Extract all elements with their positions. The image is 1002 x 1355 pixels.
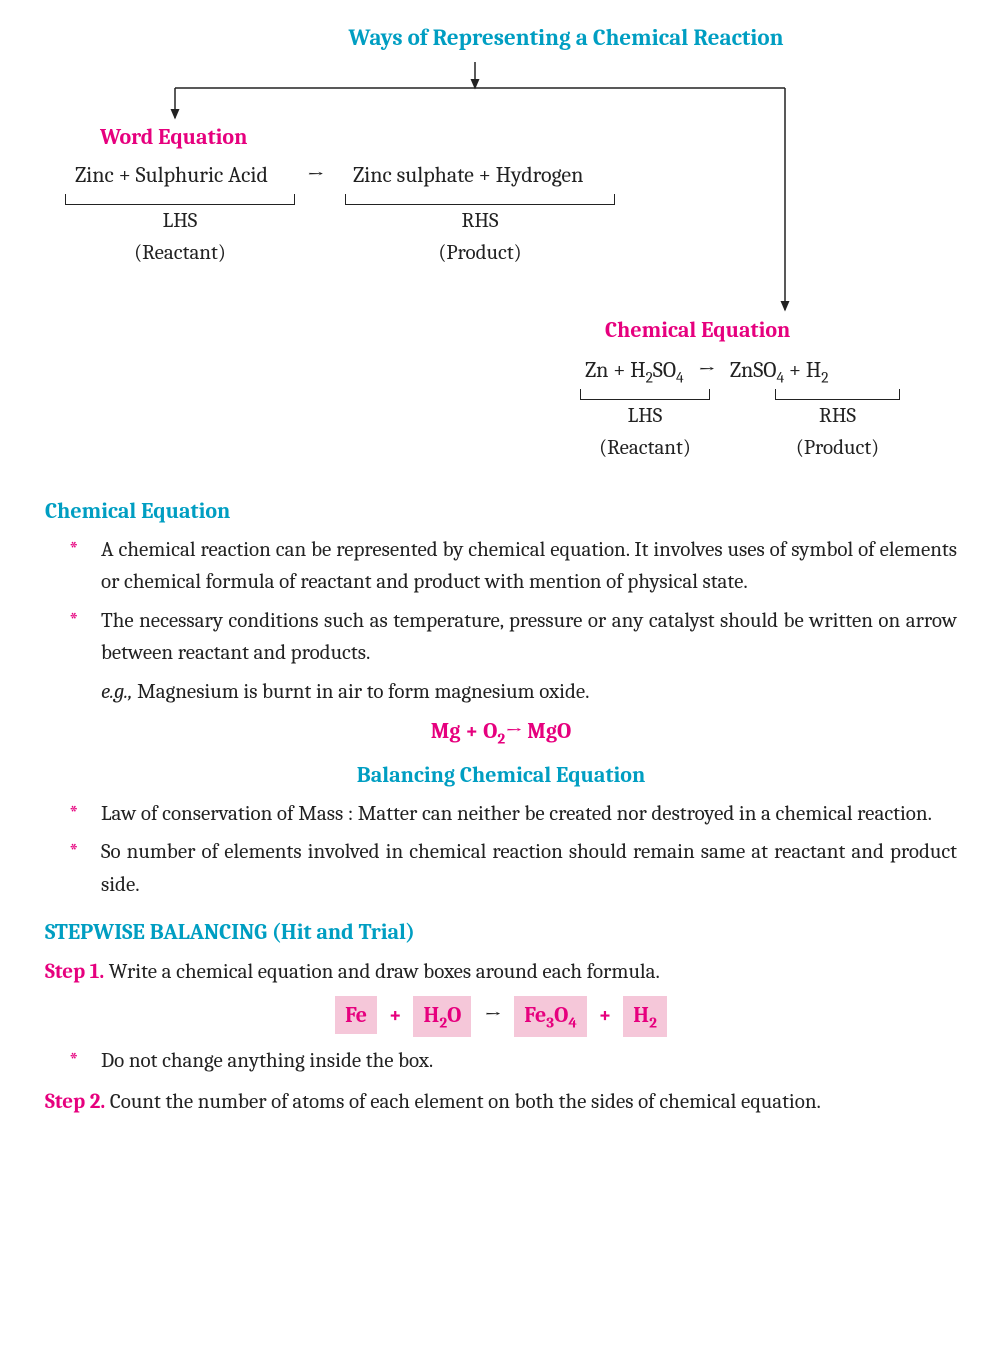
box-fe3o4: Fe3O4 bbox=[514, 996, 587, 1037]
lhs-sublabel: (Reactant) bbox=[65, 237, 295, 270]
balancing-heading: Balancing Chemical Equation bbox=[45, 758, 957, 792]
chem-equation-text: Zn + H2SO4 → ZnSO4 + H2 bbox=[585, 353, 829, 390]
chem-lhs-label: LHS bbox=[580, 400, 710, 433]
step-2-text: Count the number of atoms of each elemen… bbox=[105, 1090, 821, 1114]
chemical-equation-heading: Chemical Equation bbox=[605, 313, 790, 347]
plus-icon: + bbox=[384, 1002, 407, 1028]
word-equation-rhs: Zinc sulphate + Hydrogen bbox=[353, 158, 583, 192]
mg-equation: Mg + O2→ MgO bbox=[45, 714, 957, 751]
bullet-item: * Do not change anything inside the box. bbox=[69, 1045, 957, 1078]
bracket-icon bbox=[580, 389, 710, 400]
lhs-label: LHS bbox=[65, 205, 295, 238]
box-h2o: H2O bbox=[413, 996, 471, 1037]
bullet-item: * So number of elements involved in chem… bbox=[69, 836, 957, 901]
bracket-icon bbox=[345, 194, 615, 205]
chem-rhs-label: RHS bbox=[775, 400, 900, 433]
rhs-label: RHS bbox=[345, 205, 615, 238]
step-1: Step 1. Write a chemical equation and dr… bbox=[45, 956, 957, 989]
box-fe: Fe bbox=[335, 996, 377, 1034]
bullet-text: So number of elements involved in chemic… bbox=[101, 836, 957, 901]
section-heading: Chemical Equation bbox=[45, 494, 957, 528]
eg-text: Magnesium is burnt in air to form magnes… bbox=[137, 680, 589, 704]
bullet-item: * The necessary conditions such as tempe… bbox=[69, 605, 957, 709]
stepwise-heading: STEPWISE BALANCING (Hit and Trial) bbox=[45, 915, 957, 949]
asterisk-icon: * bbox=[69, 605, 83, 709]
arrow-icon: → bbox=[307, 158, 324, 192]
word-equation-lhs: Zinc + Sulphuric Acid bbox=[75, 158, 268, 192]
asterisk-icon: * bbox=[69, 798, 83, 831]
bullet-item: * Law of conservation of Mass : Matter c… bbox=[69, 798, 957, 831]
asterisk-icon: * bbox=[69, 836, 83, 901]
chem-rhs-sublabel: (Product) bbox=[775, 432, 900, 465]
bullet-text: Law of conservation of Mass : Matter can… bbox=[101, 798, 932, 831]
asterisk-icon: * bbox=[69, 534, 83, 599]
step-1-lead: Step 1. bbox=[45, 960, 104, 984]
step-2-lead: Step 2. bbox=[45, 1090, 105, 1114]
chem-lhs-sublabel: (Reactant) bbox=[580, 432, 710, 465]
step-2: Step 2. Count the number of atoms of eac… bbox=[45, 1086, 957, 1119]
word-equation-heading: Word Equation bbox=[100, 120, 247, 154]
main-title: Ways of Representing a Chemical Reaction bbox=[175, 20, 957, 56]
eg-prefix: e.g., bbox=[101, 680, 132, 704]
bracket-icon bbox=[775, 389, 900, 400]
flow-diagram: Word Equation Zinc + Sulphuric Acid → Zi… bbox=[45, 60, 957, 480]
rhs-sublabel: (Product) bbox=[345, 237, 615, 270]
step-1-note: Do not change anything inside the box. bbox=[101, 1045, 433, 1078]
bullet-text: A chemical reaction can be represented b… bbox=[101, 534, 957, 599]
box-h2: H2 bbox=[623, 996, 667, 1037]
bullet-text: The necessary conditions such as tempera… bbox=[101, 605, 957, 709]
bullet-item: * A chemical reaction can be represented… bbox=[69, 534, 957, 599]
step-1-text: Write a chemical equation and draw boxes… bbox=[104, 960, 660, 984]
bracket-icon bbox=[65, 194, 295, 205]
arrow-icon: → bbox=[484, 1002, 501, 1028]
boxed-equation: Fe + H2O → Fe3O4 + H2 bbox=[45, 996, 957, 1037]
asterisk-icon: * bbox=[69, 1045, 83, 1078]
plus-icon: + bbox=[594, 1002, 617, 1028]
